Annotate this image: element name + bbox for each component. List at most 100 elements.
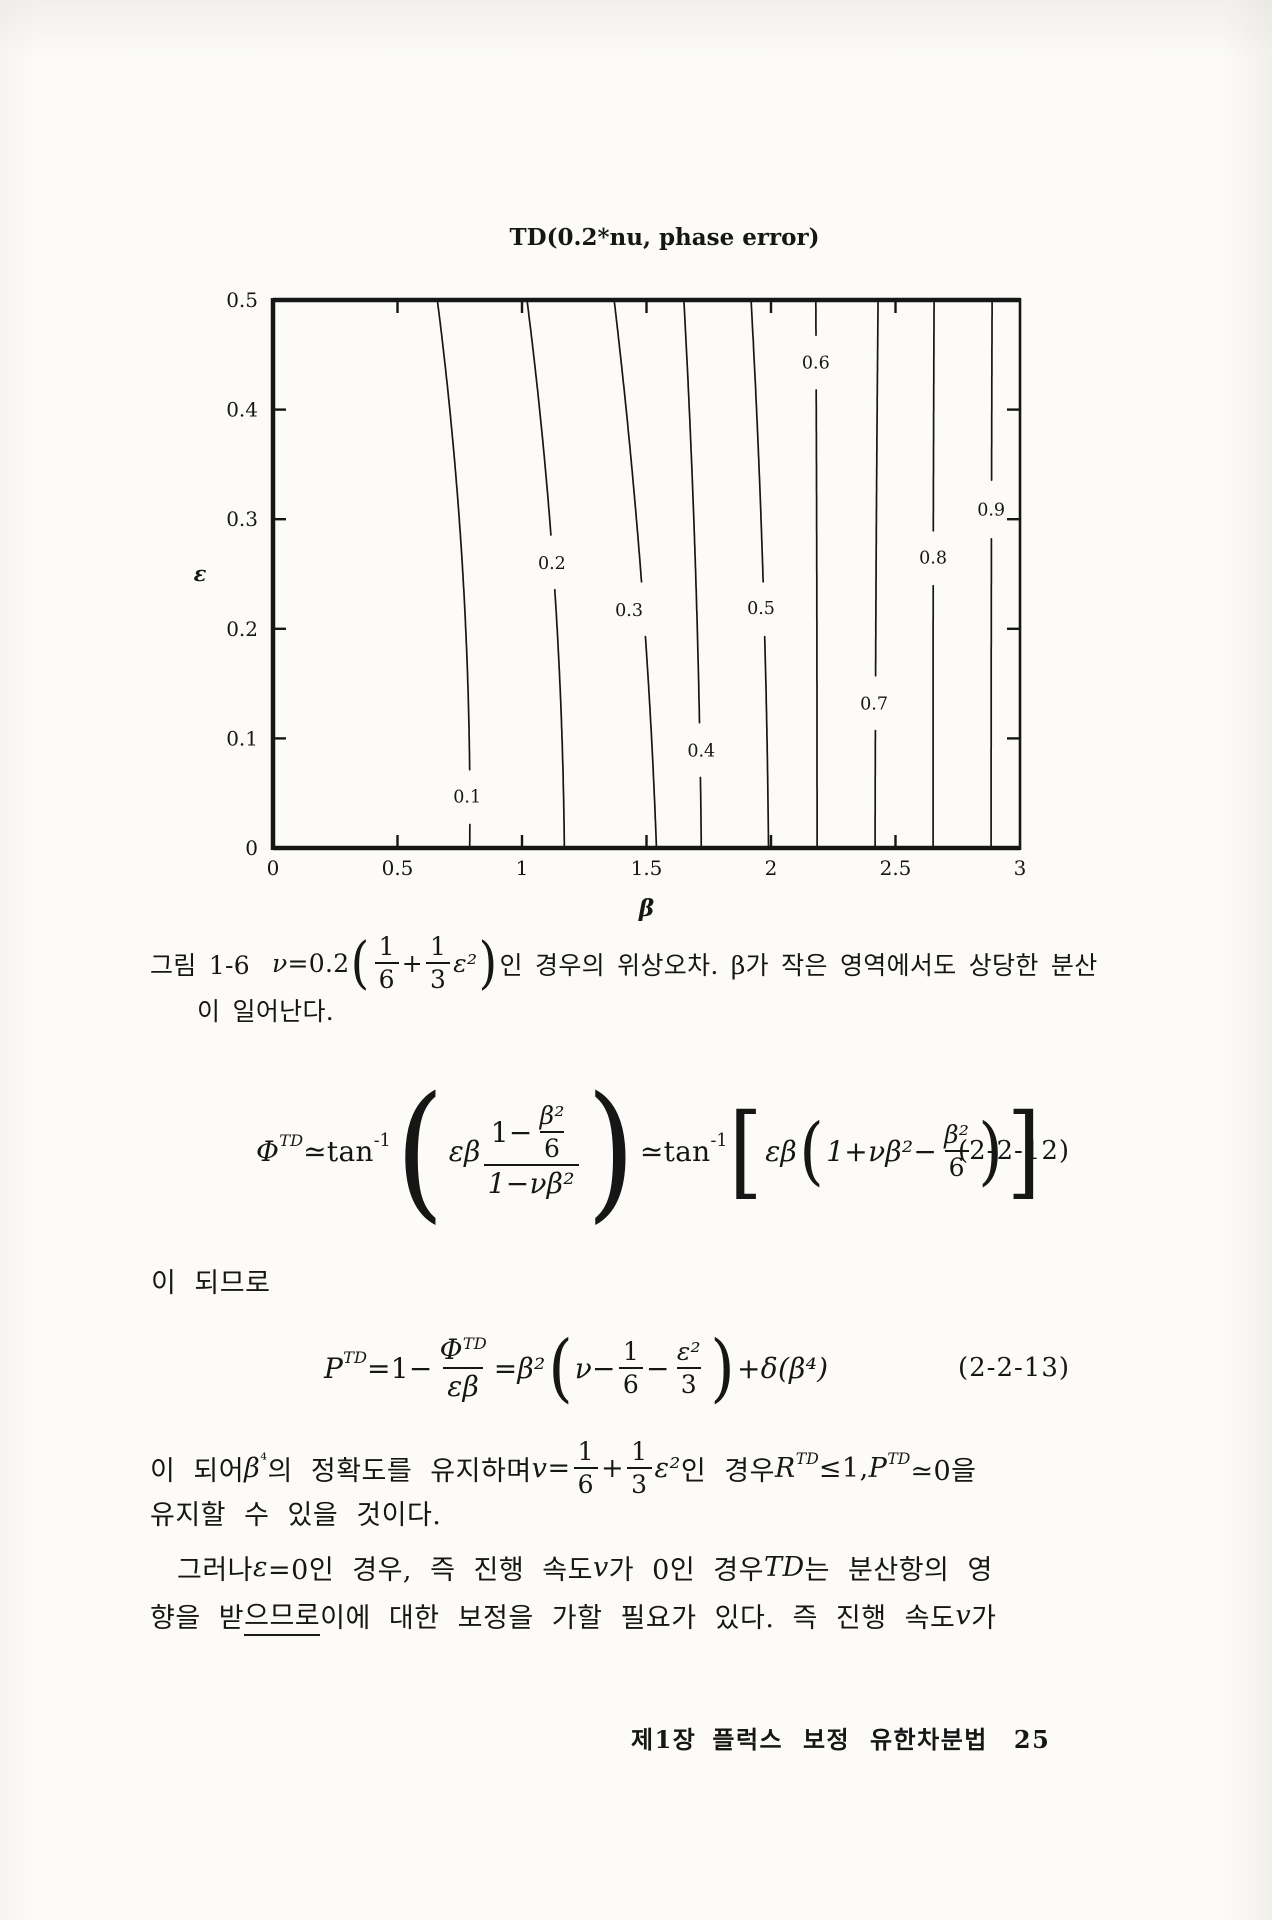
superscript-td-2: TD bbox=[343, 1348, 367, 1368]
y-tick-label: 0.3 bbox=[226, 507, 258, 531]
fraction-eps-sq-over-3: ε² 3 bbox=[676, 1336, 701, 1399]
math-eq: =0.2 bbox=[287, 949, 350, 978]
equation-number-2-2-12: (2-2-12) bbox=[958, 1136, 1071, 1166]
math-equals-2: = bbox=[493, 1351, 518, 1385]
contour-label-0.6: 0.6 bbox=[802, 353, 830, 373]
superscript-minus-one-2: -1 bbox=[710, 1131, 728, 1152]
big-right-bracket: ] bbox=[1007, 1092, 1042, 1210]
math-v: v bbox=[531, 1453, 548, 1484]
contour-label-0.5: 0.5 bbox=[747, 599, 775, 619]
contour-line-0.2 bbox=[553, 588, 566, 849]
math-p: P bbox=[324, 1351, 344, 1385]
x-tick-label: 2.5 bbox=[880, 856, 912, 880]
contour-line-0.4 bbox=[699, 776, 703, 849]
footer-page-number: 25 bbox=[1013, 1725, 1051, 1754]
denominator: 1−νβ² bbox=[483, 1164, 579, 1200]
contour-line-0.3 bbox=[613, 299, 643, 583]
superscript-td: TD bbox=[279, 1131, 304, 1151]
chart-title: TD(0.2*nu, phase error) bbox=[510, 224, 820, 251]
x-axis-label: β bbox=[638, 895, 654, 922]
math-td: TD bbox=[763, 1552, 805, 1583]
math-nu: ν bbox=[272, 949, 288, 978]
math-inner-terms: 1+νβ²− bbox=[826, 1134, 938, 1168]
math-v-3: v bbox=[955, 1599, 972, 1631]
figure-caption-label: 그림 1-6 bbox=[150, 950, 251, 980]
math-v-2: v bbox=[592, 1552, 609, 1583]
contour-line-0.3 bbox=[644, 635, 658, 849]
math-r: R bbox=[774, 1453, 796, 1484]
math-plus: + bbox=[600, 1453, 625, 1484]
footer-chapter-title: 플럭스 보정 유한차분법 bbox=[712, 1725, 988, 1754]
superscript-4: ⁴ bbox=[260, 1449, 268, 1470]
denominator: εβ bbox=[443, 1366, 484, 1402]
equation-number-2-2-13: (2-2-13) bbox=[958, 1353, 1071, 1383]
math-nu-minus: ν− bbox=[574, 1351, 616, 1385]
text: 이 되어 bbox=[150, 1456, 245, 1487]
y-tick-label: 0.4 bbox=[226, 398, 258, 422]
math-simeq-2: ≃ bbox=[639, 1134, 664, 1168]
contour-label-0.8: 0.8 bbox=[919, 549, 947, 569]
math-eps-squared: ε² bbox=[453, 949, 478, 978]
superscript-td-4: TD bbox=[887, 1449, 911, 1469]
math-eps: ε bbox=[253, 1552, 269, 1583]
x-tick-label: 0 bbox=[267, 856, 280, 880]
math-eps-beta-2: εβ bbox=[765, 1134, 798, 1168]
contour-line-0.6 bbox=[815, 389, 818, 849]
x-tick-label: 3 bbox=[1014, 856, 1027, 880]
fraction-beta-sq-over-6: β² 6 bbox=[539, 1101, 565, 1164]
contour-label-0.1: 0.1 bbox=[453, 787, 481, 807]
y-tick-label: 0.2 bbox=[226, 617, 258, 641]
math-eps-squared-2: ε² bbox=[654, 1453, 681, 1484]
contour-label-0.9: 0.9 bbox=[977, 500, 1005, 520]
text: 이에 대한 보정을 가할 필요가 있다. 즉 진행 속도 bbox=[320, 1602, 956, 1634]
equation-2-2-12: Φ TD ≃ tan -1 ( εβ 1− β² 6 1−νβ² ) ≃ tan -1 [ εβ… bbox=[0, 1076, 1272, 1226]
numerator: ΦTD bbox=[439, 1333, 487, 1367]
superscript-td-3: TD bbox=[795, 1449, 819, 1469]
y-axis-label: ε bbox=[194, 561, 207, 586]
figure-caption-text-2: 이 일어난다. bbox=[197, 997, 334, 1026]
contour-label-0.7: 0.7 bbox=[860, 694, 888, 714]
contour-line-0.5 bbox=[750, 299, 765, 583]
footer-chapter-number: 제1장 bbox=[631, 1725, 697, 1754]
figure-caption-line-2: 이 일어난다. bbox=[197, 992, 334, 1028]
text: ≤1, bbox=[818, 1453, 869, 1484]
phase-error-contour-chart: 0.1 0.2 0.3 0.4 0.5 0.6 0.7 0.8 0.9 0 0.5 1 1.5 2 2.5 3… bbox=[194, 224, 1027, 922]
y-tick-label: 0.1 bbox=[226, 726, 258, 750]
fraction-beta-sq-over-6-b: β² 6 bbox=[944, 1119, 970, 1182]
math-one-minus: 1− bbox=[490, 1116, 533, 1150]
contour-line-0.9 bbox=[990, 299, 993, 481]
figure-caption-text: 인 경우의 위상오차. β가 작은 영역에서도 상당한 분산 bbox=[499, 950, 1098, 980]
math-delta-term: +δ(β⁴) bbox=[737, 1351, 829, 1385]
right-paren: ) bbox=[478, 930, 498, 996]
superscript-minus-one: -1 bbox=[373, 1131, 391, 1152]
math-phi: Φ bbox=[256, 1134, 280, 1168]
connector-text: 이 되므로 bbox=[151, 1261, 270, 1300]
x-tick-label: 0.5 bbox=[382, 856, 414, 880]
math-simeq: ≃ bbox=[303, 1134, 327, 1168]
math-beta-sq: β² bbox=[517, 1351, 546, 1385]
y-tick-label: 0 bbox=[245, 836, 258, 860]
text: 는 분산항의 영 bbox=[804, 1555, 993, 1586]
x-tick-label: 1.5 bbox=[631, 856, 663, 880]
contour-line-0.8 bbox=[932, 299, 935, 532]
paragraph-1-line-2: 유지할 수 있을 것이다. bbox=[150, 1493, 441, 1532]
mid-right-paren-2: ) bbox=[710, 1325, 735, 1411]
math-eps-beta: εβ bbox=[448, 1134, 481, 1168]
contour-line-0.4 bbox=[682, 299, 701, 724]
y-tick-label: 0.5 bbox=[226, 288, 258, 312]
math-p-2: P bbox=[868, 1453, 888, 1484]
math-minus: − bbox=[646, 1351, 670, 1385]
contour-line-0.7 bbox=[874, 299, 879, 677]
math-tan-2: tan bbox=[663, 1134, 711, 1168]
text: ≃0을 bbox=[910, 1456, 977, 1487]
math-beta: β bbox=[244, 1453, 261, 1484]
x-tick-label: 2 bbox=[765, 856, 778, 880]
fraction-phi-over-epsbeta: ΦTD εβ bbox=[436, 1334, 491, 1402]
